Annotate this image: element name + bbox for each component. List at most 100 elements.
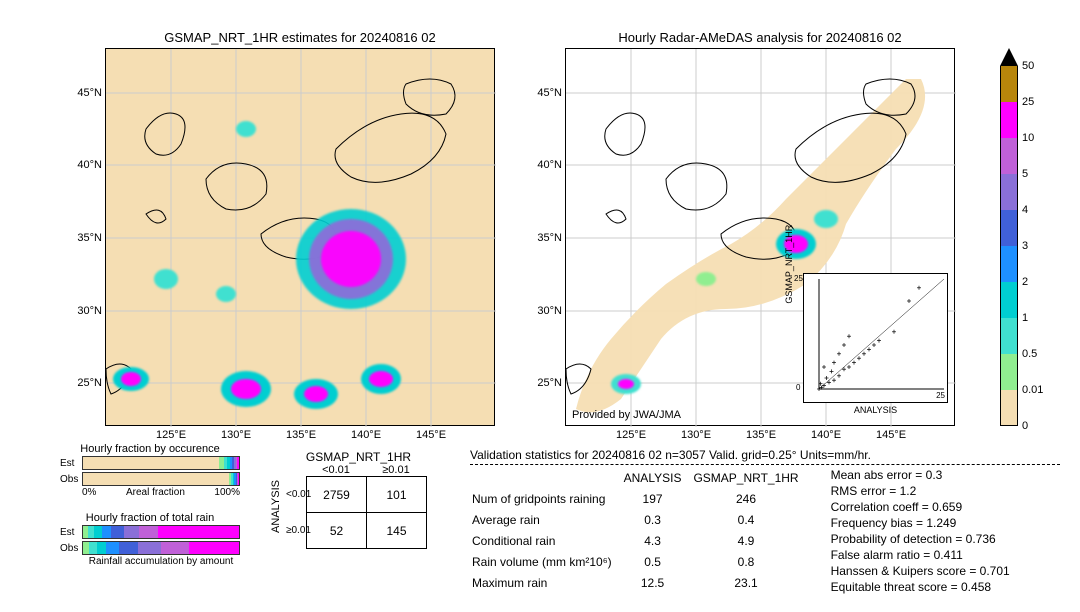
- contingency-col-header: <0.01: [306, 464, 366, 476]
- occurrence-xlabel: 100%: [214, 487, 240, 498]
- contingency-panel: GSMAP_NRT_1HR ANALYSIS <0.01 ≥0.01 <0.01…: [270, 450, 427, 549]
- colorbar: 502510543210.50.010: [1000, 48, 1018, 426]
- scatter-xlabel: ANALYSIS: [804, 405, 947, 415]
- occurrence-panel: Hourly fraction by occurence Est Obs 0% …: [60, 443, 240, 498]
- stats-metric: False alarm ratio = 0.411: [831, 547, 1010, 563]
- colorbar-tick: 0.01: [1022, 384, 1043, 396]
- map1-ytick: 45°N: [77, 87, 106, 99]
- map1-xtick: 125°E: [156, 425, 186, 441]
- colorbar-tick: 0: [1022, 420, 1028, 432]
- stats-row-label: Average rain: [472, 511, 622, 530]
- occurrence-xlabel: 0%: [82, 487, 96, 498]
- ct-cell: 2759: [307, 477, 367, 513]
- ct-cell: 52: [307, 513, 367, 549]
- stats-cell: 0.8: [693, 553, 808, 572]
- stats-metric: RMS error = 1.2: [831, 483, 1010, 499]
- map1-xtick: 140°E: [351, 425, 381, 441]
- stats-row-label: Rain volume (mm km²10⁶): [472, 553, 622, 572]
- map1-xtick: 135°E: [286, 425, 316, 441]
- stats-cell: 4.3: [624, 532, 692, 551]
- occurrence-bar-obs: [82, 472, 240, 486]
- totalrain-row-label: Est: [60, 527, 82, 538]
- map1-title: GSMAP_NRT_1HR estimates for 20240816 02: [105, 30, 495, 45]
- map1-ytick: 30°N: [77, 305, 106, 317]
- contingency-ylabel: ANALYSIS: [270, 480, 282, 533]
- stats-metrics: Mean abs error = 0.3RMS error = 1.2Corre…: [831, 467, 1010, 595]
- stats-cell: 197: [624, 490, 692, 509]
- colorbar-tick: 5: [1022, 168, 1028, 180]
- map1: 25°N 30°N 35°N 40°N 45°N 125°E 130°E 135…: [105, 48, 495, 426]
- stats-panel: Validation statistics for 20240816 02 n=…: [470, 448, 1060, 595]
- stats-col-header: GSMAP_NRT_1HR: [693, 469, 808, 488]
- stats-metric: Frequency bias = 1.249: [831, 515, 1010, 531]
- contingency-table: 2759101 52145: [306, 476, 427, 549]
- stats-cell: 0.5: [624, 553, 692, 572]
- ct-cell: 145: [367, 513, 427, 549]
- colorbar-tick: 4: [1022, 204, 1028, 216]
- stats-metric: Hanssen & Kuipers score = 0.701: [831, 563, 1010, 579]
- contingency-row-header: ≥0.01: [286, 525, 306, 536]
- map2-ytick: 30°N: [537, 305, 566, 317]
- stats-row-label: Conditional rain: [472, 532, 622, 551]
- totalrain-panel: Hourly fraction of total rain Est Obs Ra…: [60, 512, 240, 567]
- occurrence-row-label: Obs: [60, 474, 82, 485]
- contingency-col-header: ≥0.01: [366, 464, 426, 476]
- colorbar-tick: 1: [1022, 312, 1028, 324]
- contingency-row-header: <0.01: [286, 489, 306, 500]
- totalrain-row-label: Obs: [60, 543, 82, 554]
- totalrain-footer: Rainfall accumulation by amount: [60, 556, 240, 567]
- map2: Provided by JWA/JMA 25°N 30°N 35°N 40°N …: [565, 48, 955, 426]
- occurrence-xlabel: Areal fraction: [126, 487, 185, 498]
- stats-metric: Probability of detection = 0.736: [831, 531, 1010, 547]
- map1-xtick: 130°E: [221, 425, 251, 441]
- map2-xtick: 130°E: [681, 425, 711, 441]
- map2-xtick: 135°E: [746, 425, 776, 441]
- stats-cell: 0.4: [693, 511, 808, 530]
- map2-title: Hourly Radar-AMeDAS analysis for 2024081…: [565, 30, 955, 45]
- colorbar-tick: 25: [1022, 96, 1034, 108]
- map2-ytick: 25°N: [537, 377, 566, 389]
- stats-header: Validation statistics for 20240816 02 n=…: [470, 448, 1060, 462]
- scatter-ylabel: GSMAP_NRT_1HR: [784, 225, 794, 304]
- scatter-ytick: 25: [794, 274, 803, 283]
- stats-metric: Mean abs error = 0.3: [831, 467, 1010, 483]
- map2-ytick: 45°N: [537, 87, 566, 99]
- contingency-title: GSMAP_NRT_1HR: [290, 450, 427, 464]
- stats-table: ANALYSISGSMAP_NRT_1HR Num of gridpoints …: [470, 467, 811, 595]
- scatter-xtick: 25: [936, 391, 945, 400]
- map2-xtick: 140°E: [811, 425, 841, 441]
- map1-ytick: 25°N: [77, 377, 106, 389]
- stats-row-label: Num of gridpoints raining: [472, 490, 622, 509]
- stats-cell: 0.3: [624, 511, 692, 530]
- colorbar-tick: 2: [1022, 276, 1028, 288]
- stats-row-label: Maximum rain: [472, 574, 622, 593]
- map1-ytick: 35°N: [77, 232, 106, 244]
- stats-cell: 246: [693, 490, 808, 509]
- scatter-inset: GSMAP_NRT_1HR ANALYSIS 25 0 25: [803, 273, 948, 403]
- map1-ytick: 40°N: [77, 159, 106, 171]
- stats-col-header: ANALYSIS: [624, 469, 692, 488]
- map2-xtick: 145°E: [876, 425, 906, 441]
- scatter-ytick: 0: [796, 383, 800, 392]
- occurrence-title: Hourly fraction by occurence: [60, 443, 240, 455]
- map2-xtick: 125°E: [616, 425, 646, 441]
- stats-cell: 23.1: [693, 574, 808, 593]
- occurrence-bar-est: [82, 456, 240, 470]
- ct-cell: 101: [367, 477, 427, 513]
- map2-ytick: 40°N: [537, 159, 566, 171]
- totalrain-bar-obs: [82, 541, 240, 555]
- colorbar-tick: 10: [1022, 132, 1034, 144]
- map2-credit: Provided by JWA/JMA: [572, 409, 681, 421]
- stats-metric: Equitable threat score = 0.458: [831, 579, 1010, 595]
- colorbar-tick: 3: [1022, 240, 1028, 252]
- map2-ytick: 35°N: [537, 232, 566, 244]
- stats-metric: Correlation coeff = 0.659: [831, 499, 1010, 515]
- stats-cell: 4.9: [693, 532, 808, 551]
- map1-xtick: 145°E: [416, 425, 446, 441]
- stats-cell: 12.5: [624, 574, 692, 593]
- colorbar-tick: 50: [1022, 60, 1034, 72]
- totalrain-title: Hourly fraction of total rain: [60, 512, 240, 524]
- occurrence-row-label: Est: [60, 458, 82, 469]
- colorbar-tick: 0.5: [1022, 348, 1037, 360]
- totalrain-bar-est: [82, 525, 240, 539]
